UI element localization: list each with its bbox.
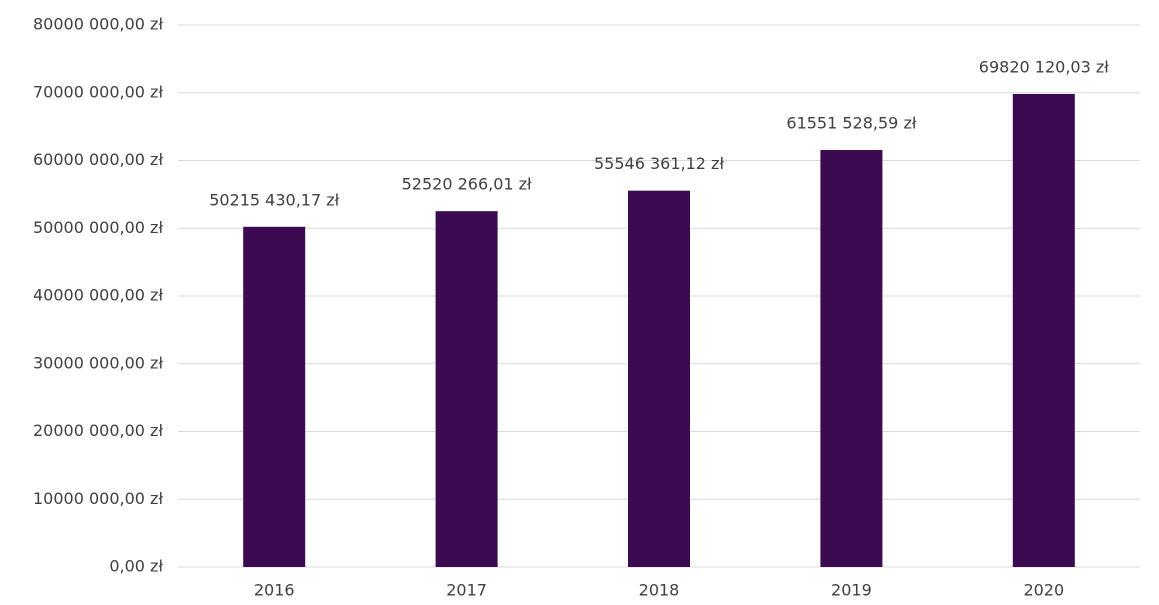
x-tick-label: 2018	[639, 581, 680, 600]
x-tick-label: 2017	[446, 581, 487, 600]
bar	[820, 149, 883, 567]
y-tick-label: 20000 000,00 zł	[33, 421, 163, 440]
bar	[1012, 93, 1075, 567]
y-tick-label: 80000 000,00 zł	[33, 15, 163, 34]
y-tick-label: 60000 000,00 zł	[33, 150, 163, 169]
x-tick-label: 2020	[1023, 581, 1064, 600]
y-tick-label: 0,00 zł	[109, 557, 163, 576]
data-label: 55546 361,12 zł	[594, 154, 724, 173]
bar	[435, 211, 498, 567]
data-label: 61551 528,59 zł	[786, 113, 916, 132]
y-tick-label: 10000 000,00 zł	[33, 489, 163, 508]
y-tick-label: 70000 000,00 zł	[33, 82, 163, 101]
x-tick-label: 2019	[831, 581, 872, 600]
y-tick-label: 50000 000,00 zł	[33, 218, 163, 237]
bar	[243, 226, 306, 567]
x-tick-label: 2016	[254, 581, 295, 600]
y-tick-label: 40000 000,00 zł	[33, 286, 163, 305]
data-label: 69820 120,03 zł	[979, 57, 1109, 76]
data-label: 52520 266,01 zł	[402, 175, 532, 194]
bar	[628, 190, 690, 567]
data-label: 50215 430,17 zł	[209, 190, 339, 209]
y-tick-label: 30000 000,00 zł	[33, 353, 163, 372]
